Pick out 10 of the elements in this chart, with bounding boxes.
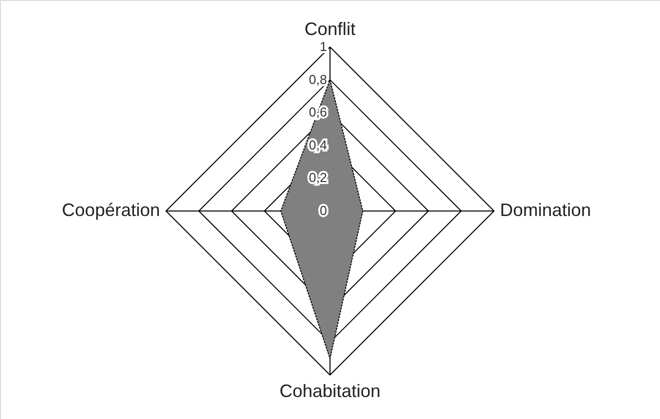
spoke-label: Domination — [500, 200, 592, 220]
spoke-label: Coopération — [62, 200, 160, 220]
y-tick-label: 1 — [320, 39, 327, 54]
y-tick-label: 0 — [320, 203, 327, 218]
spoke-label: Cohabitation — [279, 381, 381, 401]
y-tick-label: 0,2 — [308, 170, 327, 186]
y-tick-label: 0,6 — [308, 104, 327, 120]
y-tick-label: 0,4 — [308, 137, 327, 152]
y-tick-label: 0,8 — [308, 72, 327, 87]
spoke-label: Conflit — [304, 19, 356, 39]
